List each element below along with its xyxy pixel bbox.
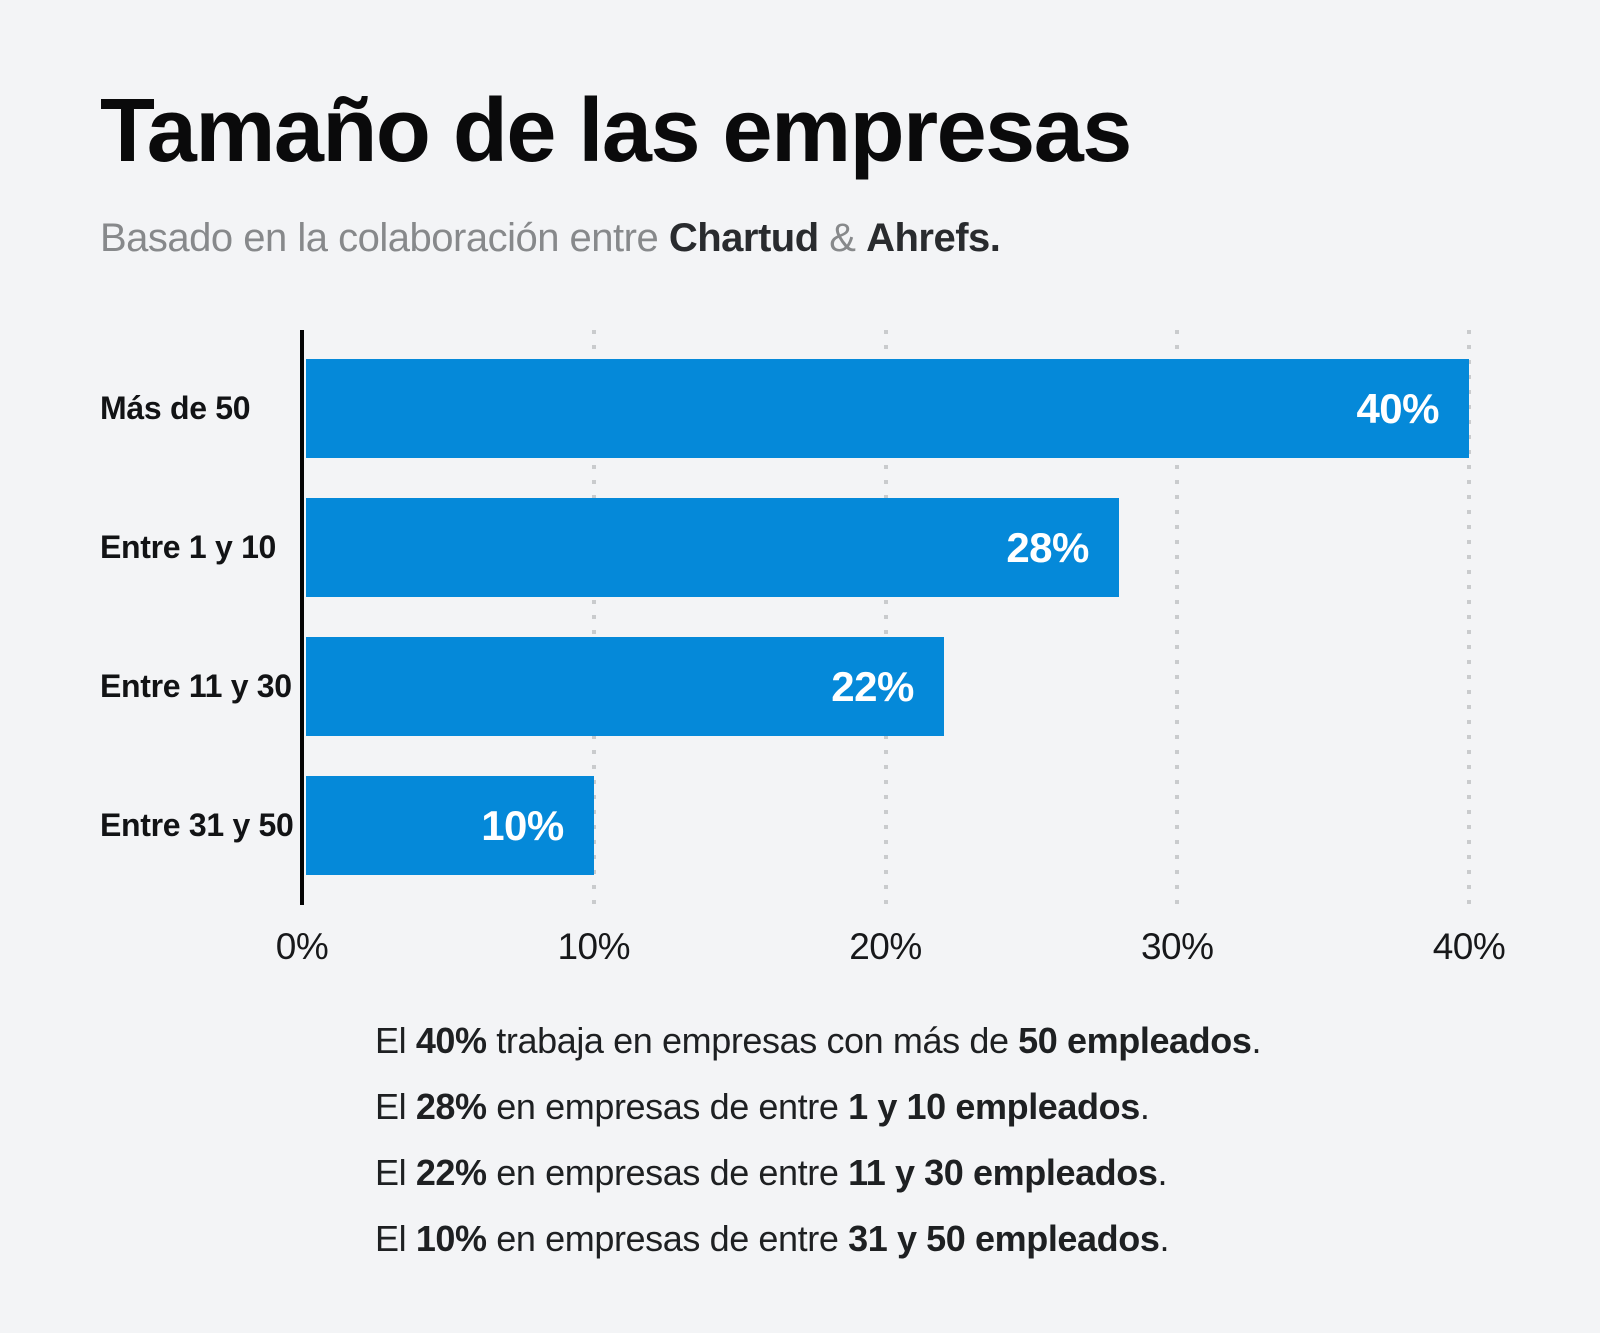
subtitle-brand-chartud: Chartud [668,216,819,260]
summary-text: en empresas de entre [486,1152,849,1193]
x-tick-label-40: 40% [1432,926,1506,967]
subtitle-brand-ahrefs: Ahrefs [866,216,990,260]
gridline-20 [883,330,888,905]
summary-text: en empresas de entre [486,1218,849,1259]
summary-bold-text: 40% [415,1020,487,1061]
subtitle-separator: & [818,216,867,260]
summary-line-4: El 10% en empresas de entre 31 y 50 empl… [375,1206,1261,1272]
bar: 10% [306,776,594,875]
summary-bold-text: 10% [415,1218,487,1259]
subtitle-prefix: Basado en la colaboración entre [100,216,669,260]
page-title: Tamaño de las empresas [100,81,1132,181]
bar: 22% [306,637,944,736]
x-tick-label-10: 10% [557,926,631,967]
category-label: Entre 11 y 30 [100,668,292,704]
summary-text: . [1251,1020,1262,1061]
summary-text: en empresas de entre [486,1086,849,1127]
subtitle-period: . [989,216,1001,260]
summary-text: El [375,1218,416,1259]
x-tick-label-20: 20% [849,926,922,967]
summary-line-2: El 28% en empresas de entre 1 y 10 emple… [375,1074,1261,1140]
summary-bold-text: 28% [415,1086,487,1127]
category-label: Entre 31 y 50 [100,807,294,843]
bar: 28% [306,498,1119,597]
summary-line-3: El 22% en empresas de entre 11 y 30 empl… [375,1140,1261,1206]
summary-bold-text: 31 y 50 empleados [848,1218,1160,1259]
summary-text-block: El 40% trabaja en empresas con más de 50… [375,1008,1261,1272]
summary-text: El [375,1020,416,1061]
gridline-10 [591,330,596,905]
page-subtitle: Basado en la colaboración entre Chartud … [100,216,1001,261]
summary-line-1: El 40% trabaja en empresas con más de 50… [375,1008,1261,1074]
summary-bold-text: 11 y 30 empleados [848,1152,1158,1193]
summary-bold-text: 1 y 10 empleados [848,1086,1140,1127]
summary-text: . [1159,1218,1170,1259]
summary-text: trabaja en empresas con más de [486,1020,1019,1061]
summary-text: . [1139,1086,1150,1127]
gridline-40 [1467,330,1471,905]
bar-value-label: 28% [1006,523,1089,571]
bar-chart: 0% 10% 20% 30% 40% Más de 50 40% Entre 1 y 10 28… [100,330,1506,967]
bar: 40% [306,359,1469,458]
summary-text: El [375,1086,416,1127]
summary-text: El [375,1152,416,1193]
category-label: Entre 1 y 10 [100,529,277,565]
bar-value-label: 10% [481,801,564,849]
summary-bold-text: 22% [415,1152,487,1193]
bar-value-label: 22% [831,662,914,710]
summary-text: . [1157,1152,1168,1193]
bar-value-label: 40% [1356,384,1439,432]
gridline-30 [1175,330,1180,905]
y-axis-line [300,330,304,905]
summary-bold-text: 50 empleados [1018,1020,1252,1061]
category-label: Más de 50 [100,390,251,426]
x-tick-label-30: 30% [1140,926,1214,967]
x-tick-label-0: 0% [275,926,329,967]
